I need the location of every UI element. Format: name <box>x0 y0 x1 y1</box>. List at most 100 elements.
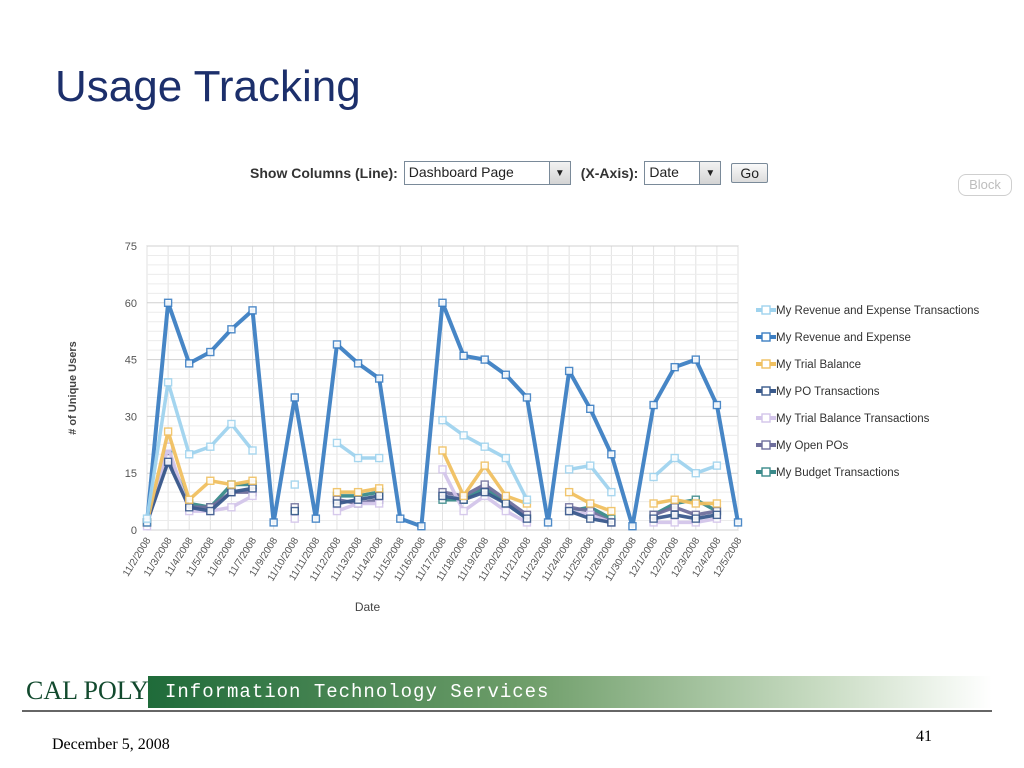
legend-swatch-marker <box>761 305 771 315</box>
data-point <box>227 480 236 489</box>
data-point <box>480 461 489 470</box>
chevron-down-icon[interactable]: ▼ <box>548 162 570 184</box>
data-point <box>607 518 616 527</box>
data-point <box>206 347 215 357</box>
data-point <box>332 506 342 516</box>
data-point <box>163 378 173 387</box>
data-point <box>163 457 173 467</box>
data-point <box>227 419 236 429</box>
x-axis-select[interactable]: Date ▼ <box>644 161 722 185</box>
data-point <box>607 450 616 459</box>
go-button[interactable]: Go <box>731 163 769 183</box>
legend-label: My Trial Balance <box>776 359 861 371</box>
data-point <box>290 480 299 489</box>
data-point <box>501 370 511 379</box>
data-point <box>353 495 363 504</box>
data-point <box>248 484 257 493</box>
data-point <box>374 484 384 493</box>
usage-line-chart: 0153045607511/2/200811/3/200811/4/200811… <box>67 241 980 614</box>
legend-swatch-marker <box>761 467 771 477</box>
show-columns-value: Dashboard Page <box>408 164 514 180</box>
y-tick-label: 45 <box>125 355 137 367</box>
data-point <box>374 499 384 508</box>
footer-banner <box>148 676 992 708</box>
data-point <box>649 514 658 523</box>
data-point <box>248 446 257 455</box>
data-point <box>607 487 616 497</box>
data-point <box>480 355 489 364</box>
series-line <box>651 513 719 521</box>
data-point <box>586 499 595 508</box>
show-columns-label: Show Columns (Line): <box>250 165 398 181</box>
data-point <box>332 438 342 448</box>
data-point <box>522 514 532 523</box>
footer-divider <box>22 710 992 712</box>
legend-swatch-marker <box>761 386 771 396</box>
data-point <box>227 487 236 497</box>
data-point <box>628 522 637 531</box>
data-point <box>586 404 595 414</box>
x-axis-value: Date <box>649 164 679 180</box>
data-point <box>459 491 468 501</box>
show-columns-select[interactable]: Dashboard Page ▼ <box>403 161 571 185</box>
series-line <box>651 516 719 525</box>
data-point <box>248 476 257 485</box>
series-line <box>651 505 719 517</box>
slide-date: December 5, 2008 <box>52 736 170 753</box>
data-point <box>374 453 384 463</box>
data-point <box>459 351 468 361</box>
data-point <box>353 487 363 497</box>
y-tick-label: 15 <box>125 468 137 480</box>
data-point <box>374 491 384 501</box>
data-point <box>374 374 384 383</box>
data-point <box>543 518 553 527</box>
data-point <box>332 499 342 508</box>
data-point <box>712 461 722 470</box>
data-point <box>501 491 511 501</box>
data-point <box>586 461 595 470</box>
data-point <box>248 306 257 315</box>
data-point <box>649 499 658 508</box>
data-point <box>227 325 236 334</box>
data-point <box>185 495 194 504</box>
block-button[interactable]: Block <box>958 174 1012 196</box>
legend-label: My Revenue and Expense <box>776 332 911 344</box>
y-tick-label: 60 <box>125 298 137 310</box>
data-point <box>227 503 236 512</box>
data-point <box>332 487 342 497</box>
data-point <box>163 298 173 307</box>
data-point <box>522 393 532 402</box>
data-point <box>311 514 321 523</box>
legend-label: My PO Transactions <box>776 386 880 398</box>
data-point <box>670 453 679 463</box>
data-point <box>670 518 679 527</box>
data-point <box>480 487 489 497</box>
data-point <box>185 503 194 512</box>
data-point <box>185 359 194 368</box>
data-point <box>501 506 511 516</box>
data-point <box>290 393 299 402</box>
data-point <box>712 400 722 410</box>
data-point <box>564 366 574 376</box>
data-point <box>438 446 447 455</box>
page-number: 41 <box>916 728 932 745</box>
series-line <box>651 456 719 479</box>
data-point <box>163 427 173 436</box>
cal-poly-logo: CAL POLY <box>26 676 149 705</box>
footer-banner-text: Information Technology Services <box>165 681 550 703</box>
data-point <box>438 465 447 474</box>
data-point <box>586 514 595 523</box>
chart-controls: Show Columns (Line): Dashboard Page ▼ (X… <box>250 160 769 186</box>
data-point <box>564 487 574 497</box>
data-point <box>712 510 722 520</box>
x-axis-label: (X-Axis): <box>580 165 639 181</box>
data-point <box>522 495 532 504</box>
data-point <box>438 415 447 425</box>
data-point <box>332 340 342 349</box>
chevron-down-icon[interactable]: ▼ <box>699 162 721 184</box>
data-point <box>691 355 700 364</box>
series-line <box>145 380 255 521</box>
data-point <box>438 491 447 501</box>
legend-label: My Trial Balance Transactions <box>776 413 930 425</box>
data-point <box>670 503 679 512</box>
